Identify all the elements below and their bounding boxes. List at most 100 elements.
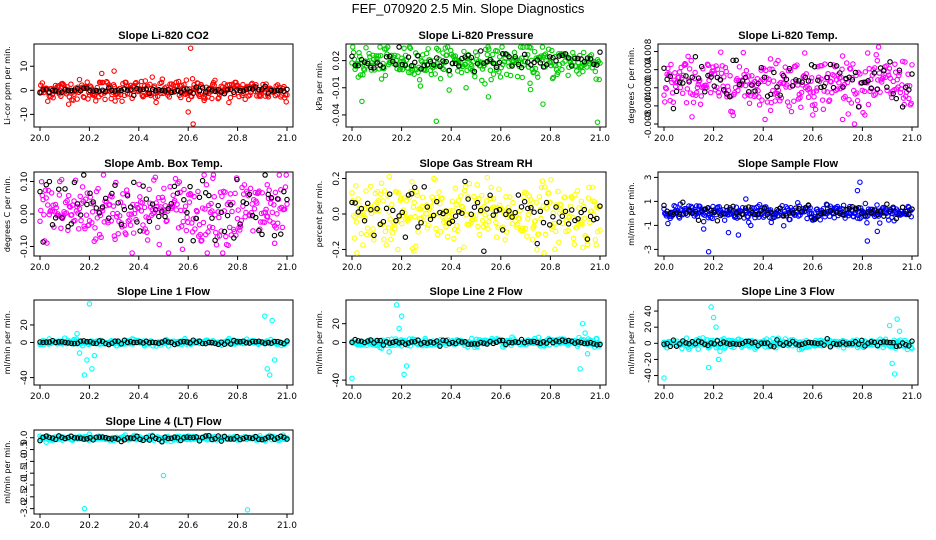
data-point xyxy=(811,94,817,100)
data-point xyxy=(402,210,408,216)
black-point xyxy=(265,434,271,440)
data-point xyxy=(766,76,772,83)
y-tick-label: -0.5 xyxy=(20,441,30,459)
data-point xyxy=(556,239,562,245)
data-point xyxy=(899,58,906,65)
x-tick-label: 20.6 xyxy=(803,263,823,273)
black-point xyxy=(739,211,746,218)
black-point xyxy=(90,199,96,205)
data-point xyxy=(661,92,667,98)
outlier-point xyxy=(891,371,898,377)
data-point xyxy=(237,227,243,233)
data-point xyxy=(403,197,410,204)
data-point xyxy=(569,195,575,201)
black-point xyxy=(118,221,125,228)
outlier-point xyxy=(839,116,846,123)
data-point xyxy=(241,182,248,188)
data-point xyxy=(535,231,542,237)
black-point xyxy=(355,209,362,215)
black-point xyxy=(562,51,569,57)
data-point xyxy=(173,207,180,213)
data-point xyxy=(160,197,166,203)
data-point xyxy=(378,191,384,197)
data-point xyxy=(212,212,218,218)
data-point xyxy=(461,48,467,55)
black-point xyxy=(37,188,43,195)
data-point xyxy=(449,198,456,204)
data-point xyxy=(596,76,602,83)
black-point xyxy=(402,62,409,68)
black-point xyxy=(237,339,243,345)
data-point xyxy=(887,75,893,81)
black-point xyxy=(137,228,143,234)
black-point xyxy=(562,338,569,345)
data-point xyxy=(362,215,368,221)
black-point xyxy=(543,199,550,206)
data-point xyxy=(227,191,234,197)
black-point xyxy=(695,217,702,223)
black-point xyxy=(71,435,78,441)
data-point xyxy=(843,60,850,66)
black-point xyxy=(221,228,228,235)
data-point xyxy=(775,87,782,94)
data-point xyxy=(755,88,761,94)
data-point xyxy=(909,345,915,352)
data-point xyxy=(762,116,768,123)
black-point xyxy=(121,206,128,213)
outlier-point xyxy=(266,372,273,378)
black-point xyxy=(487,192,493,199)
data-point xyxy=(84,79,90,85)
black-point xyxy=(62,339,68,346)
black-point xyxy=(231,235,237,241)
data-point xyxy=(247,185,254,192)
black-point xyxy=(187,340,193,346)
panel-title: Slope Li-820 Temp. xyxy=(738,30,837,42)
black-point xyxy=(215,433,221,439)
data-point xyxy=(432,71,438,77)
data-point xyxy=(38,178,45,185)
data-point xyxy=(130,230,137,236)
data-point xyxy=(487,195,494,202)
black-point xyxy=(578,209,584,216)
data-point xyxy=(102,96,108,103)
y-tick-label: -10 xyxy=(20,107,30,122)
data-point xyxy=(181,82,187,88)
black-point xyxy=(99,204,106,210)
black-point xyxy=(590,341,597,347)
black-point xyxy=(43,86,50,93)
black-point xyxy=(40,339,46,346)
data-point xyxy=(271,202,277,208)
data-point xyxy=(597,227,603,233)
data-point xyxy=(899,82,905,88)
black-point xyxy=(749,340,755,346)
data-point xyxy=(516,215,522,222)
black-point xyxy=(131,179,137,186)
data-point xyxy=(488,76,494,83)
black-point xyxy=(59,214,65,221)
outlier-point xyxy=(99,70,105,77)
y-axis-label: ml/min per min. xyxy=(3,311,12,375)
data-point xyxy=(663,85,670,92)
data-point xyxy=(145,215,152,221)
data-point xyxy=(587,219,593,226)
black-point xyxy=(550,214,556,220)
panel-title: Slope Li-820 CO2 xyxy=(118,30,208,42)
black-point xyxy=(177,437,184,444)
black-point xyxy=(736,341,743,347)
data-point xyxy=(714,84,720,91)
data-point xyxy=(379,221,386,228)
y-tick-label: 0 xyxy=(20,339,30,345)
black-point xyxy=(224,212,231,219)
outlier-point xyxy=(433,118,440,125)
black-point xyxy=(56,186,62,192)
data-point xyxy=(489,51,496,58)
data-point xyxy=(211,82,217,89)
black-point xyxy=(437,343,443,349)
black-point xyxy=(352,62,358,68)
black-point xyxy=(193,339,200,346)
black-point xyxy=(256,338,262,345)
black-point xyxy=(695,338,702,344)
black-point xyxy=(761,74,768,80)
black-point xyxy=(859,80,865,86)
black-point xyxy=(477,207,484,214)
